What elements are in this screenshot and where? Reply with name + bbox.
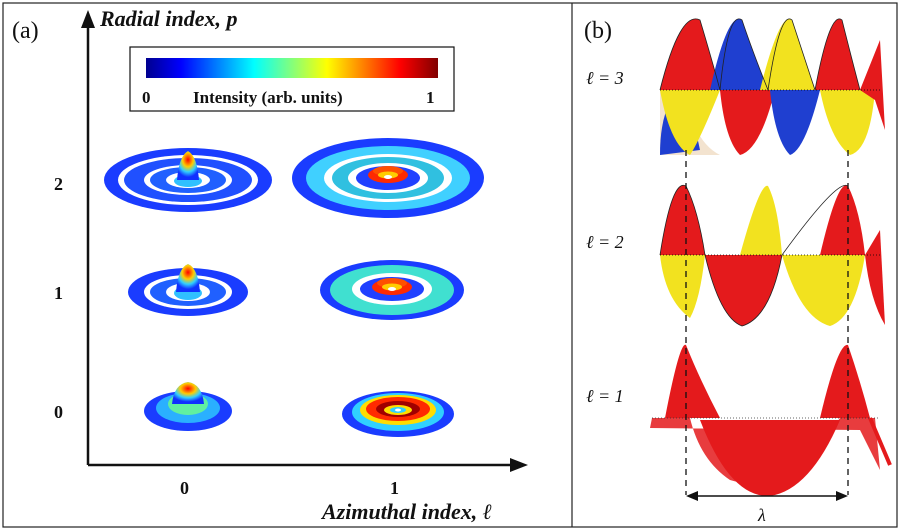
panel-b: (b): [584, 18, 892, 525]
panel-a: (a) Radial index, p Azimuthal index, ℓ 0…: [12, 6, 528, 524]
y-axis-arrowhead: [81, 10, 95, 28]
panel-b-label: (b): [584, 18, 612, 44]
x-axis-label: Azimuthal index, ℓ: [320, 499, 492, 524]
wavefront-l2: [659, 184, 885, 327]
y-axis-label: Radial index, p: [99, 6, 238, 31]
mode-p2-l1: [292, 138, 484, 218]
x-tick-label: 0: [180, 478, 189, 498]
mode-p2-l0: [104, 148, 272, 212]
x-axis-arrowhead: [510, 458, 528, 472]
wavelength-arrow: [686, 491, 848, 501]
colorbar-gradient: [146, 58, 438, 78]
y-tick-label: 1: [54, 283, 63, 303]
colorbar-frame: [129, 46, 455, 112]
panel-a-label: (a): [12, 18, 39, 44]
row-label-l3: ℓ = 3: [586, 68, 624, 88]
row-label-l1: ℓ = 1: [586, 386, 624, 406]
wavelength-label: λ: [757, 505, 766, 525]
colorbar-max-label: 1: [426, 88, 435, 107]
colorbar-min-label: 0: [142, 88, 151, 107]
wavefront-l1: [650, 344, 892, 497]
y-tick-label: 0: [54, 402, 63, 422]
row-label-l2: ℓ = 2: [586, 232, 624, 252]
mode-p1-l0: [128, 264, 248, 316]
colorbar-title: Intensity (arb. units): [193, 88, 343, 107]
mode-p0-l1: [342, 391, 454, 437]
wavefront-l3: [659, 18, 885, 155]
y-tick-label: 2: [54, 174, 63, 194]
mode-p0-l0: [144, 382, 232, 431]
x-tick-label: 1: [390, 478, 399, 498]
colorbar: 0 Intensity (arb. units) 1: [129, 46, 455, 112]
mode-p1-l1: [320, 260, 464, 320]
